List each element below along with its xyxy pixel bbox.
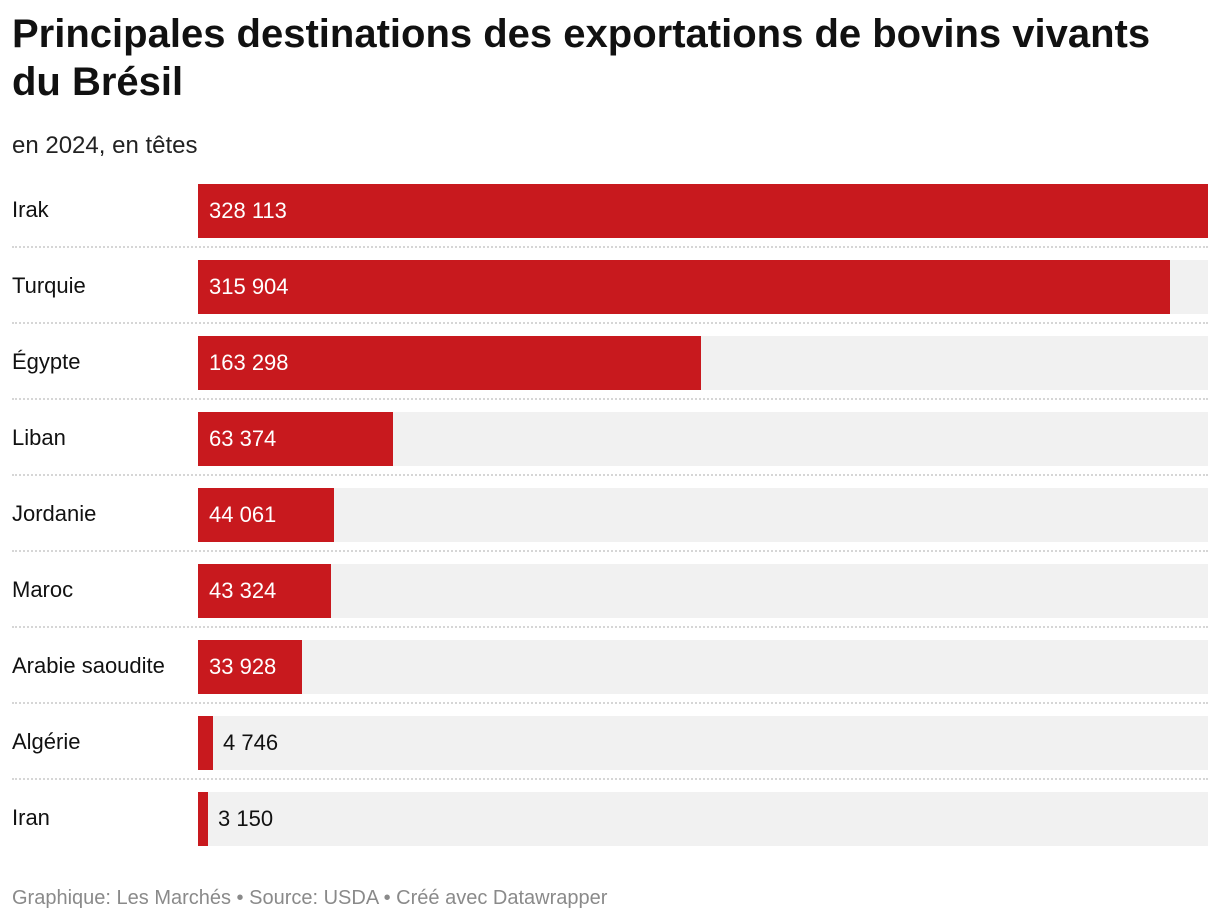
bar — [198, 792, 208, 846]
value-label: 44 061 — [209, 502, 277, 527]
row-separator — [12, 398, 1208, 400]
bar — [198, 260, 1170, 314]
bar-row: Iran 3 150 — [0, 788, 1220, 864]
bar-row: Maroc 43 324 — [0, 560, 1220, 636]
bar-row: Algérie 4 746 — [0, 712, 1220, 788]
bar-row: Liban 63 374 — [0, 408, 1220, 484]
category-label: Jordanie — [12, 501, 97, 526]
bar — [198, 412, 393, 466]
bar — [198, 564, 331, 618]
bar-row: Turquie 315 904 — [0, 256, 1220, 332]
chart-footer: Graphique: Les Marchés • Source: USDA • … — [12, 887, 608, 909]
category-label: Turquie — [12, 273, 86, 298]
category-label: Arabie saoudite — [12, 653, 165, 678]
bar-track: 3 150 — [198, 792, 1208, 846]
bar-track: 4 746 — [198, 716, 1208, 770]
bar-track: 33 928 — [198, 640, 1208, 694]
category-label: Algérie — [12, 729, 81, 754]
row-separator — [12, 322, 1208, 324]
row-separator — [12, 702, 1208, 704]
row-separator — [12, 550, 1208, 552]
category-label: Maroc — [12, 577, 74, 602]
bar-row: Jordanie 44 061 — [0, 484, 1220, 560]
bar-track: 163 298 — [198, 336, 1208, 390]
bar — [198, 716, 213, 770]
value-label: 63 374 — [209, 426, 277, 451]
bar — [198, 184, 1208, 238]
value-label: 328 113 — [209, 198, 287, 223]
category-label: Égypte — [12, 349, 81, 374]
row-separator — [12, 626, 1208, 628]
value-label: 4 746 — [223, 730, 279, 755]
bar — [198, 336, 701, 390]
bar-track: 315 904 — [198, 260, 1208, 314]
bar-track: 43 324 — [198, 564, 1208, 618]
value-label: 163 298 — [209, 350, 289, 375]
row-separator — [12, 474, 1208, 476]
bar — [198, 488, 334, 542]
value-label: 43 324 — [209, 578, 277, 603]
bar-row: Irak 328 113 — [0, 180, 1220, 256]
bar-track: 328 113 — [198, 184, 1208, 238]
bar-row: Arabie saoudite 33 928 — [0, 636, 1220, 712]
row-separator — [12, 246, 1208, 248]
bar-track: 44 061 — [198, 488, 1208, 542]
bar-track: 63 374 — [198, 412, 1208, 466]
bar — [198, 640, 302, 694]
value-label: 315 904 — [209, 274, 289, 299]
value-label: 3 150 — [218, 806, 274, 831]
chart-title: Principales destinations des exportation… — [12, 12, 1151, 104]
chart-subtitle: en 2024, en têtes — [12, 132, 198, 159]
category-label: Iran — [12, 805, 50, 830]
category-label: Liban — [12, 425, 66, 450]
bar-row: Égypte 163 298 — [0, 332, 1220, 408]
row-separator — [12, 778, 1208, 780]
bar-chart: Irak 328 113 Turquie 315 904 Égypte 163 298 Li… — [0, 180, 1220, 860]
value-label: 33 928 — [209, 654, 277, 679]
category-label: Irak — [12, 197, 49, 222]
